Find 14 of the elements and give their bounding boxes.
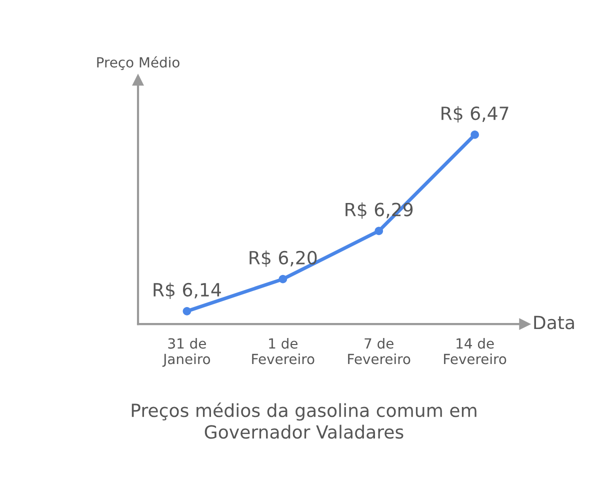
y-axis-title: Preço Médio: [97, 56, 180, 70]
point: [374, 226, 384, 236]
text: Preços médios da gasolina comum em Governador Valadares: [132, 402, 476, 439]
data-label: R$ 6,47: [442, 106, 508, 123]
data-label: R$ 6,20: [250, 250, 317, 267]
x-tick-label: 1 de Fevereiro: [252, 338, 314, 364]
point: [470, 130, 479, 139]
point: [278, 274, 288, 284]
x-tick-label: 31 de Janeiro: [162, 338, 210, 367]
x-tick-label: 7 de Fevereiro: [348, 338, 410, 364]
data-label: R$ 6,14: [154, 282, 221, 299]
x-tick-label: 14 de Fevereiro: [444, 338, 506, 364]
point: [182, 307, 192, 316]
x-axis-title: Data: [534, 316, 574, 330]
